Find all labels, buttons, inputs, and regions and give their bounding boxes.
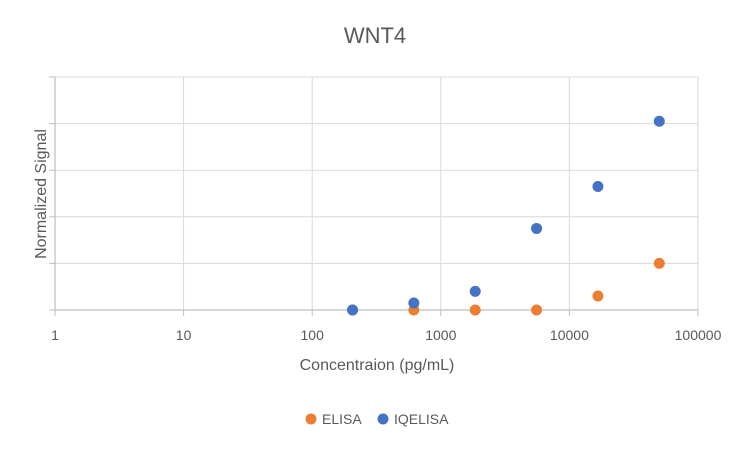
data-point-elisa (653, 257, 665, 269)
x-tick-label: 1000 (425, 327, 456, 343)
x-axis-title: Concentraion (pg/mL) (300, 357, 455, 374)
data-point-iqelisa (408, 297, 420, 309)
data-points (347, 115, 665, 316)
x-tick-label: 10000 (550, 327, 589, 343)
x-tick-label: 10 (176, 327, 192, 343)
x-tick-label: 100000 (675, 327, 722, 343)
axes (54, 77, 698, 311)
data-point-iqelisa (592, 181, 604, 193)
data-point-iqelisa (653, 115, 665, 127)
data-point-iqelisa (531, 222, 543, 234)
data-point-elisa (469, 304, 481, 316)
legend-label-iqelisa: IQELISA (394, 411, 449, 427)
x-tick-label: 100 (301, 327, 325, 343)
data-point-elisa (592, 290, 604, 302)
legend-label-elisa: ELISA (322, 411, 362, 427)
chart-title: WNT4 (344, 23, 406, 48)
x-tick-label: 1 (51, 327, 59, 343)
y-axis-title: Normalized Signal (33, 129, 50, 259)
legend-marker-iqelisa (377, 413, 389, 425)
legend: ELISA IQELISA (305, 411, 449, 427)
x-tick-labels: 1 10 100 1000 10000 100000 (51, 327, 721, 343)
series-iqelisa (347, 115, 665, 316)
data-point-iqelisa (347, 304, 359, 316)
legend-marker-elisa (305, 413, 317, 425)
data-point-elisa (531, 304, 543, 316)
data-point-iqelisa (469, 285, 481, 297)
